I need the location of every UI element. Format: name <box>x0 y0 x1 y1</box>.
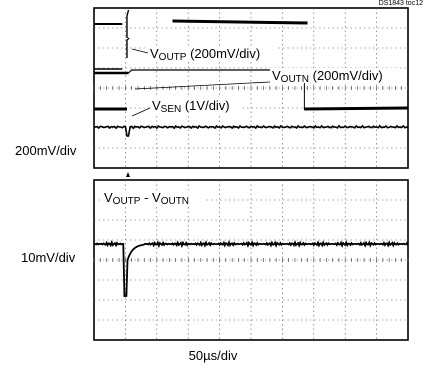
trace-upper-baseline <box>93 124 409 137</box>
time-scale-label: 50µs/div <box>188 348 238 363</box>
trace-voutp-after <box>172 19 308 25</box>
label-vsen: VSEN (1V/div) <box>152 98 230 115</box>
traces <box>93 9 409 297</box>
label-voutp: VOUTP (200mV/div) <box>150 46 260 63</box>
trace-voutn-edge <box>126 37 130 58</box>
label-vsen-box <box>150 98 242 113</box>
figure-id: DS1843 toc12 <box>378 0 423 7</box>
trigger-marker <box>126 172 130 177</box>
label-voutn: VOUTN (200mV/div) <box>272 68 383 85</box>
trace-labels: VOUTP (200mV/div) VOUTN (200mV/div) VSEN (… <box>102 46 400 207</box>
lower-scale-label: 10mV/div <box>21 250 76 265</box>
leader-voutp <box>131 48 149 54</box>
label-voutp-box <box>148 46 278 61</box>
label-diff: VOUTP - VOUTN <box>104 190 189 207</box>
trace-voutp-edge <box>126 9 130 38</box>
leader-vsen <box>131 107 151 117</box>
label-voutn-box <box>270 68 400 83</box>
leader-voutn <box>134 81 271 90</box>
trace-diff <box>93 239 409 297</box>
label-diff-box <box>102 190 206 205</box>
trace-vsen-after <box>304 106 409 111</box>
upper-scale-label: 200mV/div <box>15 143 77 158</box>
grid <box>93 7 409 341</box>
trace-vsen-flat <box>128 69 305 74</box>
